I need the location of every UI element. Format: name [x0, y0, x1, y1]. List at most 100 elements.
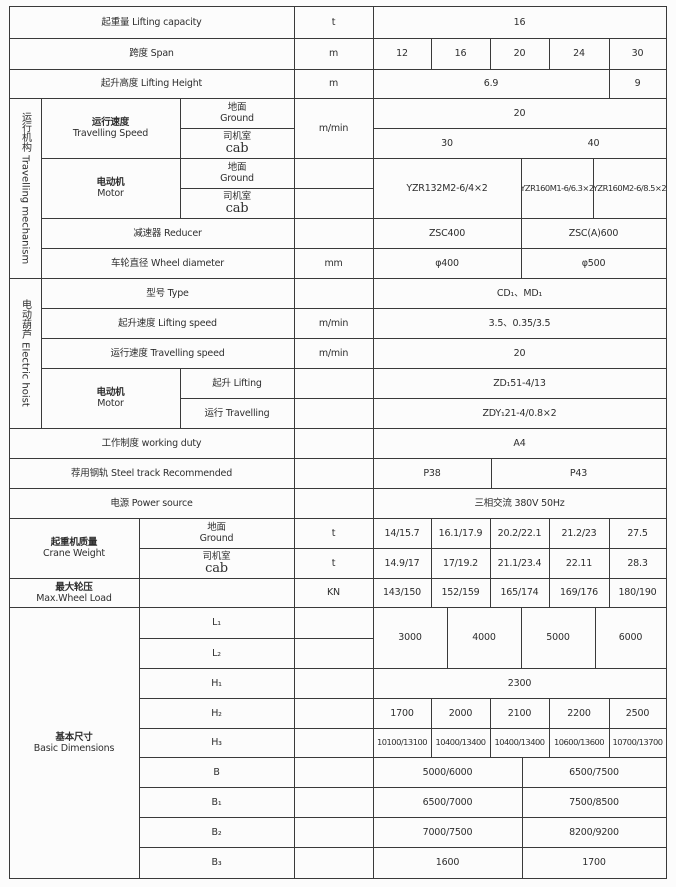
row-label-wheel-diameter: 车轮直径 Wheel diameter: [40, 247, 295, 279]
unit-cell: t: [293, 547, 374, 579]
row-label-crane-weight: 起重机质量 Crane Weight: [8, 517, 140, 579]
dim-b1-value: 6500/7000: [372, 786, 523, 818]
unit-cell: [293, 756, 374, 788]
label-line: 基本尺寸: [55, 731, 93, 743]
sub-label-travelling: 运行 Travelling: [179, 397, 295, 429]
row-label-lifting-height: 起升高度 Lifting Height: [8, 68, 295, 99]
unit-cell: [293, 786, 374, 818]
crane-weight-ground-value: 27.5: [608, 517, 667, 549]
unit-cell: [293, 187, 374, 219]
row-label-span: 跨度 Span: [8, 37, 295, 70]
value-cell: YZR160M1-6/6.3×2: [520, 157, 594, 219]
span-value: 12: [372, 37, 432, 70]
value-cell: ZSC400: [372, 217, 522, 249]
crane-weight-cab-value: 22.11: [548, 547, 610, 579]
sub-label-empty: [138, 577, 295, 608]
label-line: cab: [225, 201, 249, 216]
row-label-type: 型号 Type: [40, 277, 295, 309]
dim-label-h3: H₃: [138, 727, 295, 758]
sub-label-cab: 司机室 cab: [138, 547, 295, 579]
unit-cell: [293, 606, 374, 639]
unit-cell: [293, 727, 374, 758]
sub-label-cab: 司机室 cab: [179, 187, 295, 219]
dim-b1-value: 7500/8500: [521, 786, 667, 818]
value-cell: P38: [372, 457, 492, 489]
dim-b3-value: 1600: [372, 846, 523, 879]
dim-l-value: 5000: [520, 606, 596, 669]
label-line: 司机室: [202, 551, 231, 562]
value-cell: ZSC(A)600: [520, 217, 667, 249]
label-line: 电动机: [96, 387, 125, 398]
unit-cell: [293, 277, 374, 309]
unit-cell: KN: [293, 577, 374, 608]
crane-weight-ground-value: 16.1/17.9: [430, 517, 491, 549]
span-value: 20: [489, 37, 550, 70]
dim-h2-value: 2000: [430, 697, 491, 729]
label-line: cab: [205, 561, 228, 576]
sub-label-ground: 地面 Ground: [179, 97, 295, 129]
value-cell: 9: [608, 68, 667, 99]
crane-weight-cab-value: 17/19.2: [430, 547, 491, 579]
row-label-basic-dimensions: 基本尺寸 Basic Dimensions: [8, 606, 140, 879]
value-cell: 三相交流 380V 50Hz: [372, 487, 667, 519]
label-line: Motor: [97, 398, 124, 409]
unit-cell: m/min: [293, 307, 374, 339]
dim-h3-value: 10700/13700: [608, 727, 667, 758]
group-label-electric-hoist: 电动葫芦 Electric hoist: [8, 277, 42, 429]
dim-h3-value: 10600/13600: [548, 727, 610, 758]
dim-label-h2: H₂: [138, 697, 295, 729]
span-value: 16: [430, 37, 491, 70]
value-cell: 16: [372, 5, 667, 39]
unit-cell: [293, 217, 374, 249]
label-line: Ground: [220, 113, 254, 124]
value-cell: φ500: [520, 247, 667, 279]
value-cell: 30: [441, 137, 453, 149]
value-cell: 6.9: [372, 68, 610, 99]
value-cell: ZD₁51-4/13: [372, 367, 667, 399]
value-cell: YZR132M2-6/4×2: [372, 157, 522, 219]
unit-cell: [293, 457, 374, 489]
sub-label-cab: 司机室 cab: [179, 127, 295, 159]
row-label-lifting-speed: 起升速度 Lifting speed: [40, 307, 295, 339]
label-line: 地面: [227, 162, 247, 173]
unit-cell: m: [293, 37, 374, 70]
unit-cell: [293, 667, 374, 699]
row-label-max-wheel-load: 最大轮压 Max.Wheel Load: [8, 577, 140, 608]
sub-label-ground: 地面 Ground: [138, 517, 295, 549]
sub-label-lifting: 起升 Lifting: [179, 367, 295, 399]
label-line: Ground: [220, 173, 254, 184]
unit-cell: t: [293, 517, 374, 549]
row-label-travelling-speed: 运行速度 Travelling Speed: [40, 97, 181, 159]
crane-weight-ground-value: 20.2/22.1: [489, 517, 550, 549]
value-cell: YZR160M2-6/8.5×2: [592, 157, 667, 219]
dim-b-value: 6500/7500: [521, 756, 667, 788]
unit-cell: m: [293, 68, 374, 99]
row-label-reducer: 减速器 Reducer: [40, 217, 295, 249]
label-line: Basic Dimensions: [33, 742, 115, 754]
row-label-power-source: 电源 Power source: [8, 487, 295, 519]
dim-label-l2: L₂: [138, 637, 295, 669]
max-wheel-load-value: 169/176: [548, 577, 610, 608]
label-line: Travelling Speed: [72, 128, 149, 139]
label-line: 起重机质量: [50, 537, 98, 548]
label-line: Motor: [97, 188, 124, 199]
row-label-lifting-capacity: 起重量 Lifting capacity: [8, 5, 295, 39]
value-cell: ZDY₁21-4/0.8×2: [372, 397, 667, 429]
dim-label-b: B: [138, 756, 295, 788]
value-cell: 3.5、0.35/3.5: [372, 307, 667, 339]
unit-cell: [293, 637, 374, 669]
row-label-travelling-speed: 运行速度 Travelling speed: [40, 337, 295, 369]
unit-cell: [293, 846, 374, 879]
max-wheel-load-value: 165/174: [489, 577, 550, 608]
crane-weight-cab-value: 21.1/23.4: [489, 547, 550, 579]
span-value: 24: [548, 37, 610, 70]
crane-weight-cab-value: 14.9/17: [372, 547, 432, 579]
dim-b-value: 5000/6000: [372, 756, 523, 788]
row-label-working-duty: 工作制度 working duty: [8, 427, 295, 459]
label-line: 司机室: [223, 191, 251, 202]
label-line: Crane Weight: [43, 548, 105, 559]
value-cell: φ400: [372, 247, 522, 279]
span-value: 30: [608, 37, 667, 70]
label-line: Max.Wheel Load: [36, 592, 112, 604]
dim-b2-value: 7000/7500: [372, 816, 523, 848]
